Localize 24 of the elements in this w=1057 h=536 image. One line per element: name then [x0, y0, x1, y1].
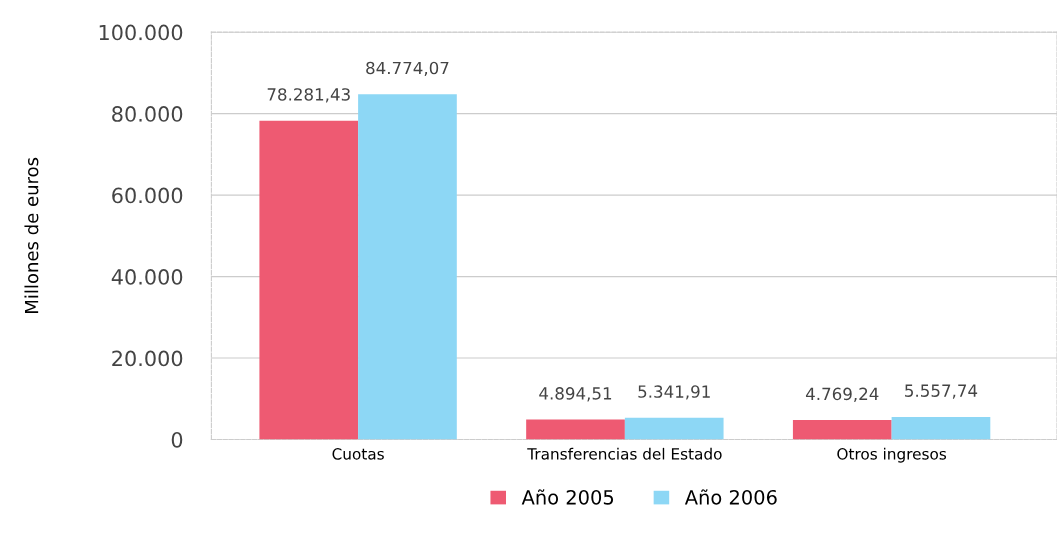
x-tick-label: Transferencias del Estado [527, 447, 722, 460]
data-label: 84.774,07 [366, 61, 449, 76]
data-label: 4.894,51 [539, 387, 612, 402]
data-label: 4.769,24 [805, 387, 879, 402]
x-tick-label: Otros ingresos [837, 447, 947, 463]
y-tick-label: 60.000 [112, 187, 183, 204]
y-tick-label: 0 [171, 431, 183, 448]
data-label: 5.341,91 [638, 385, 710, 400]
bar [358, 94, 457, 440]
y-tick-label: 20.000 [112, 350, 183, 367]
legend-label: Año 2005 [521, 489, 614, 505]
x-tick-label: Cuotas [332, 448, 384, 460]
bar [891, 416, 991, 440]
bar [259, 120, 359, 440]
bar [526, 419, 625, 440]
data-label: 5.557,74 [905, 384, 978, 399]
legend-label: Año 2006 [684, 489, 777, 505]
y-tick-label: 80.000 [112, 106, 183, 122]
bar [792, 420, 892, 440]
y-tick-label: 40.000 [111, 269, 183, 285]
bar [624, 417, 724, 440]
data-label: 78.281,43 [267, 88, 350, 103]
y-axis-title: Millones de euros [24, 157, 39, 313]
y-tick-label: 100.000 [99, 24, 183, 41]
